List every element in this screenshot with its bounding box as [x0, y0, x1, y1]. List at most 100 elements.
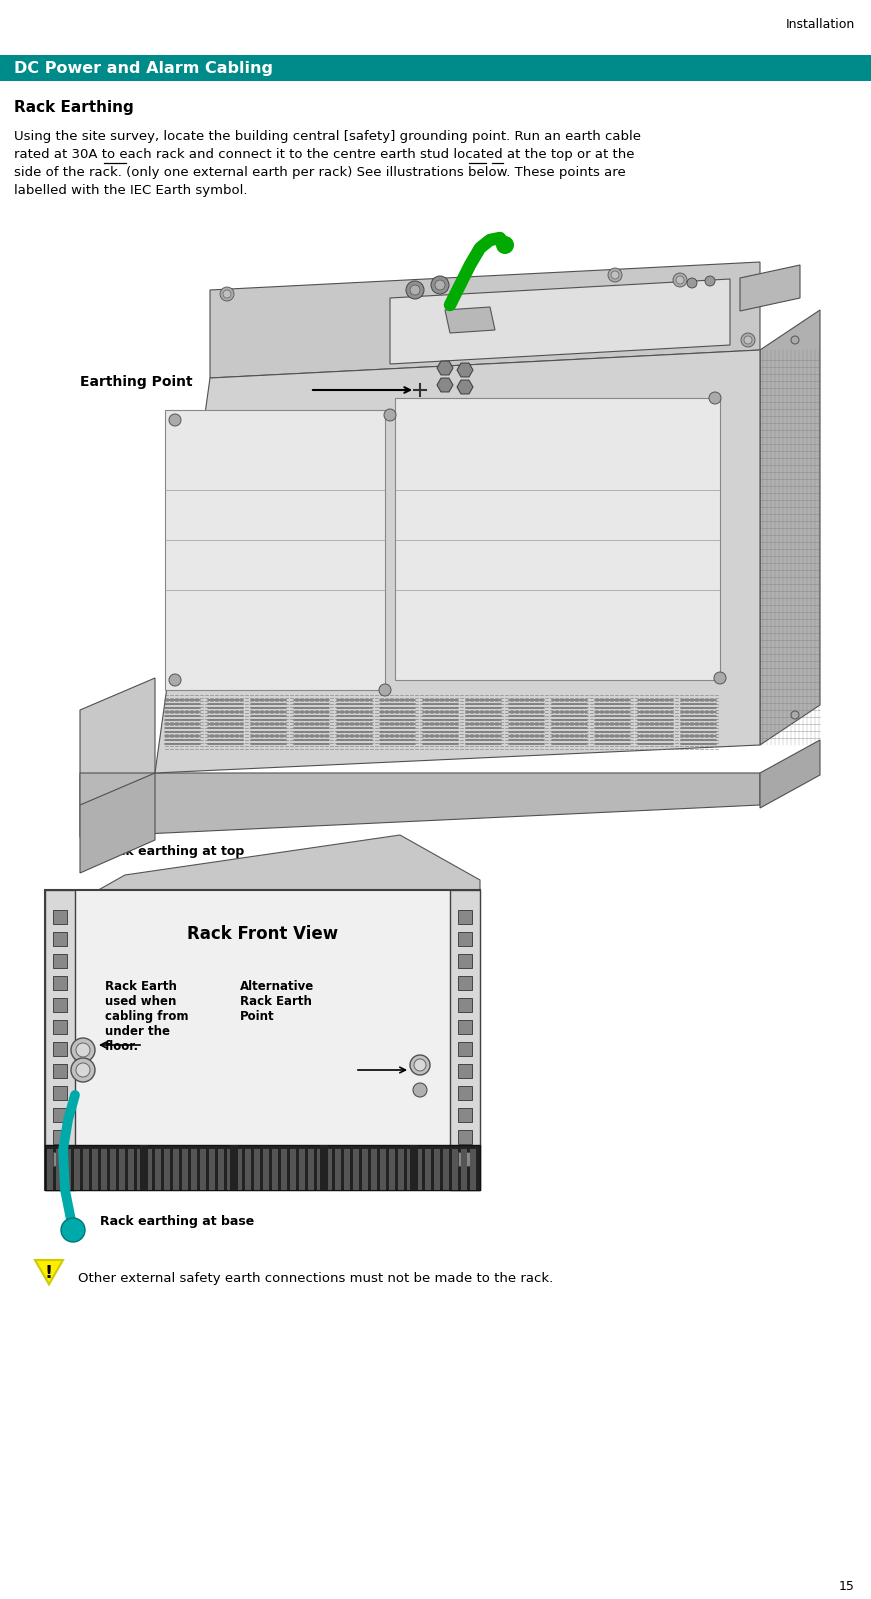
FancyBboxPatch shape [281, 1150, 287, 1190]
FancyBboxPatch shape [119, 1150, 125, 1190]
Polygon shape [390, 278, 730, 365]
Text: Earthing Point: Earthing Point [80, 376, 192, 389]
FancyBboxPatch shape [74, 1150, 80, 1190]
FancyBboxPatch shape [53, 1043, 67, 1055]
FancyBboxPatch shape [45, 891, 75, 1190]
Polygon shape [210, 262, 760, 377]
Circle shape [791, 712, 799, 720]
FancyBboxPatch shape [458, 1063, 472, 1078]
FancyBboxPatch shape [458, 910, 472, 924]
Circle shape [687, 278, 697, 288]
Polygon shape [760, 310, 820, 745]
FancyBboxPatch shape [227, 1150, 233, 1190]
Text: !: ! [45, 1263, 53, 1282]
FancyBboxPatch shape [230, 1145, 238, 1190]
FancyBboxPatch shape [53, 1130, 67, 1143]
FancyBboxPatch shape [450, 891, 480, 1190]
FancyBboxPatch shape [335, 1150, 341, 1190]
FancyBboxPatch shape [254, 1150, 260, 1190]
Text: Rack Earth
used when
cabling from
under the
floor.: Rack Earth used when cabling from under … [105, 980, 188, 1054]
FancyBboxPatch shape [452, 1150, 458, 1190]
Circle shape [435, 280, 445, 289]
Text: Installation: Installation [786, 18, 855, 30]
FancyBboxPatch shape [380, 1150, 386, 1190]
Polygon shape [45, 835, 480, 919]
Circle shape [61, 1218, 85, 1242]
Circle shape [709, 392, 721, 405]
FancyBboxPatch shape [290, 1150, 296, 1190]
FancyBboxPatch shape [101, 1150, 107, 1190]
Circle shape [608, 269, 622, 281]
FancyBboxPatch shape [182, 1150, 188, 1190]
FancyBboxPatch shape [410, 1145, 418, 1190]
FancyBboxPatch shape [218, 1150, 224, 1190]
FancyBboxPatch shape [320, 1145, 328, 1190]
Polygon shape [165, 409, 385, 691]
FancyBboxPatch shape [470, 1150, 476, 1190]
FancyBboxPatch shape [263, 1150, 269, 1190]
Circle shape [705, 277, 715, 286]
Circle shape [71, 1059, 95, 1083]
Polygon shape [457, 381, 473, 393]
FancyBboxPatch shape [65, 1150, 71, 1190]
Text: DC Power and Alarm Cabling: DC Power and Alarm Cabling [14, 61, 273, 75]
Text: 15: 15 [839, 1580, 855, 1593]
FancyBboxPatch shape [53, 1020, 67, 1035]
FancyBboxPatch shape [83, 1150, 89, 1190]
FancyBboxPatch shape [53, 1063, 67, 1078]
FancyBboxPatch shape [344, 1150, 350, 1190]
FancyBboxPatch shape [92, 1150, 98, 1190]
Text: Rack Earthing: Rack Earthing [14, 101, 134, 115]
FancyBboxPatch shape [146, 1150, 152, 1190]
FancyBboxPatch shape [458, 1108, 472, 1122]
Polygon shape [80, 772, 760, 836]
FancyBboxPatch shape [362, 1150, 368, 1190]
FancyBboxPatch shape [389, 1150, 395, 1190]
FancyBboxPatch shape [458, 1043, 472, 1055]
FancyBboxPatch shape [458, 932, 472, 947]
Circle shape [220, 286, 234, 301]
FancyBboxPatch shape [45, 1145, 480, 1190]
Circle shape [744, 336, 752, 344]
FancyBboxPatch shape [45, 891, 480, 1190]
FancyBboxPatch shape [245, 1150, 251, 1190]
FancyBboxPatch shape [53, 1151, 67, 1166]
FancyBboxPatch shape [137, 1150, 143, 1190]
FancyBboxPatch shape [458, 1151, 472, 1166]
FancyBboxPatch shape [308, 1150, 314, 1190]
FancyBboxPatch shape [128, 1150, 134, 1190]
Circle shape [611, 270, 619, 278]
FancyBboxPatch shape [458, 975, 472, 990]
FancyBboxPatch shape [140, 1145, 148, 1190]
Circle shape [76, 1043, 90, 1057]
Circle shape [169, 414, 181, 425]
Circle shape [223, 289, 231, 297]
FancyBboxPatch shape [200, 1150, 206, 1190]
FancyBboxPatch shape [53, 910, 67, 924]
FancyBboxPatch shape [155, 1150, 161, 1190]
Circle shape [406, 281, 424, 299]
Text: side of the rack. (only one external earth per rack) See illustrations below. Th: side of the rack. (only one external ear… [14, 166, 625, 179]
FancyBboxPatch shape [56, 1150, 62, 1190]
FancyBboxPatch shape [53, 1108, 67, 1122]
Text: Rack Front View: Rack Front View [187, 924, 338, 943]
Text: rated at 30A to each rack and connect it to the centre earth stud located at the: rated at 30A to each rack and connect it… [14, 149, 634, 161]
FancyBboxPatch shape [458, 955, 472, 967]
FancyBboxPatch shape [47, 1150, 53, 1190]
Polygon shape [445, 307, 495, 333]
FancyBboxPatch shape [371, 1150, 377, 1190]
Polygon shape [80, 772, 155, 873]
Circle shape [169, 675, 181, 686]
Circle shape [413, 1083, 427, 1097]
FancyBboxPatch shape [398, 1150, 404, 1190]
FancyBboxPatch shape [458, 1020, 472, 1035]
FancyBboxPatch shape [317, 1150, 323, 1190]
Circle shape [431, 277, 449, 294]
Polygon shape [457, 363, 473, 377]
Polygon shape [437, 377, 453, 392]
FancyBboxPatch shape [53, 955, 67, 967]
FancyBboxPatch shape [434, 1150, 440, 1190]
Circle shape [410, 1055, 430, 1075]
FancyBboxPatch shape [191, 1150, 197, 1190]
Circle shape [714, 672, 726, 684]
